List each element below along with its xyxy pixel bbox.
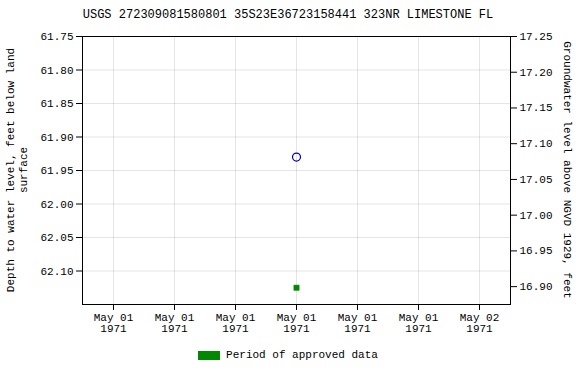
svg-text:16.90: 16.90 [520,281,553,293]
svg-text:62.10: 62.10 [40,266,73,278]
svg-text:May 011971: May 011971 [277,312,317,335]
svg-text:17.10: 17.10 [520,138,553,150]
svg-text:May 011971: May 011971 [94,312,134,335]
svg-text:17.25: 17.25 [520,31,553,43]
html-text:Depth to water level, feet bel: Depth to water level, feet below land su… [5,47,30,293]
svg-text:May 011971: May 011971 [155,312,195,335]
html-text:USGS 272309081580801 35S23E367: USGS 272309081580801 35S23E36723158441 3… [82,8,494,22]
html-text:Groundwater level above NGVD 1: Groundwater level above NGVD 1929, feet [560,41,573,299]
svg-text:61.80: 61.80 [40,65,73,77]
svg-text:17.15: 17.15 [520,102,553,114]
svg-text:61.90: 61.90 [40,132,73,144]
svg-text:May 011971: May 011971 [399,312,439,335]
svg-text:May 011971: May 011971 [338,312,378,335]
svg-text:62.00: 62.00 [40,199,73,211]
svg-text:May 021971: May 021971 [460,312,500,335]
svg-text:61.85: 61.85 [40,98,73,110]
svg-text:62.05: 62.05 [40,232,73,244]
svg-text:61.75: 61.75 [40,31,73,43]
svg-text:16.95: 16.95 [520,245,553,257]
svg-text:61.95: 61.95 [40,165,73,177]
svg-text:May 011971: May 011971 [216,312,256,335]
svg-text:17.20: 17.20 [520,67,553,79]
svg-text:17.05: 17.05 [520,174,553,186]
svg-text:17.00: 17.00 [520,210,553,222]
html-text:Period of approved data: Period of approved data [226,349,378,361]
